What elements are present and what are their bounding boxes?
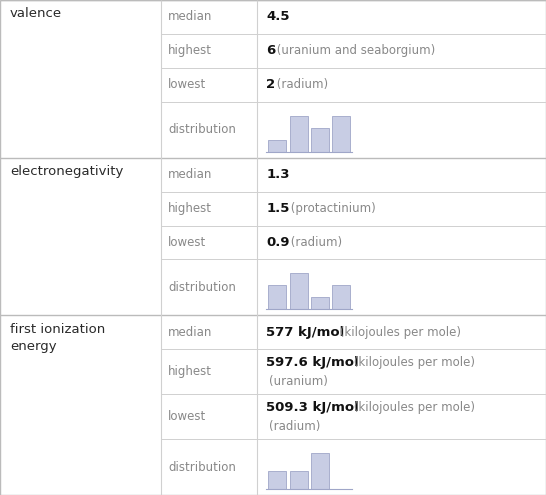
Text: median: median [168,168,212,181]
Bar [289,116,307,152]
Text: 1.5: 1.5 [266,202,290,215]
Bar [311,453,329,489]
Text: (uranium): (uranium) [269,375,328,388]
Text: highest: highest [168,45,212,57]
Text: highest: highest [168,365,212,378]
Text: (radium): (radium) [287,236,342,249]
Text: (kilojoules per mole): (kilojoules per mole) [336,326,461,339]
Text: highest: highest [168,202,212,215]
Text: 6: 6 [266,45,276,57]
Bar [311,297,329,309]
Bar [268,285,286,309]
Text: 0.9: 0.9 [266,236,290,249]
Text: median: median [168,326,212,339]
Text: (uranium and seaborgium): (uranium and seaborgium) [274,45,436,57]
Text: 509.3 kJ/mol: 509.3 kJ/mol [266,401,359,414]
Bar [268,140,286,152]
Text: 2: 2 [266,78,276,92]
Text: (radium): (radium) [269,420,321,433]
Text: lowest: lowest [168,78,206,92]
Text: lowest: lowest [168,236,206,249]
Text: 577 kJ/mol: 577 kJ/mol [266,326,345,339]
Text: (kilojoules per mole): (kilojoules per mole) [350,401,475,414]
Text: 1.3: 1.3 [266,168,290,181]
Bar [289,273,307,309]
Text: (radium): (radium) [274,78,329,92]
Text: distribution: distribution [168,281,236,294]
Text: 4.5: 4.5 [266,10,290,23]
Text: 597.6 kJ/mol: 597.6 kJ/mol [266,356,359,369]
Bar [268,471,286,489]
Text: lowest: lowest [168,410,206,423]
Text: median: median [168,10,212,23]
Text: (kilojoules per mole): (kilojoules per mole) [350,356,475,369]
Text: (protactinium): (protactinium) [287,202,376,215]
Text: distribution: distribution [168,460,236,474]
Bar [289,471,307,489]
Text: valence: valence [10,7,62,20]
Bar [333,285,351,309]
Text: first ionization
energy: first ionization energy [10,323,105,353]
Text: electronegativity: electronegativity [10,165,123,178]
Text: distribution: distribution [168,123,236,136]
Bar [333,116,351,152]
Bar [311,128,329,152]
